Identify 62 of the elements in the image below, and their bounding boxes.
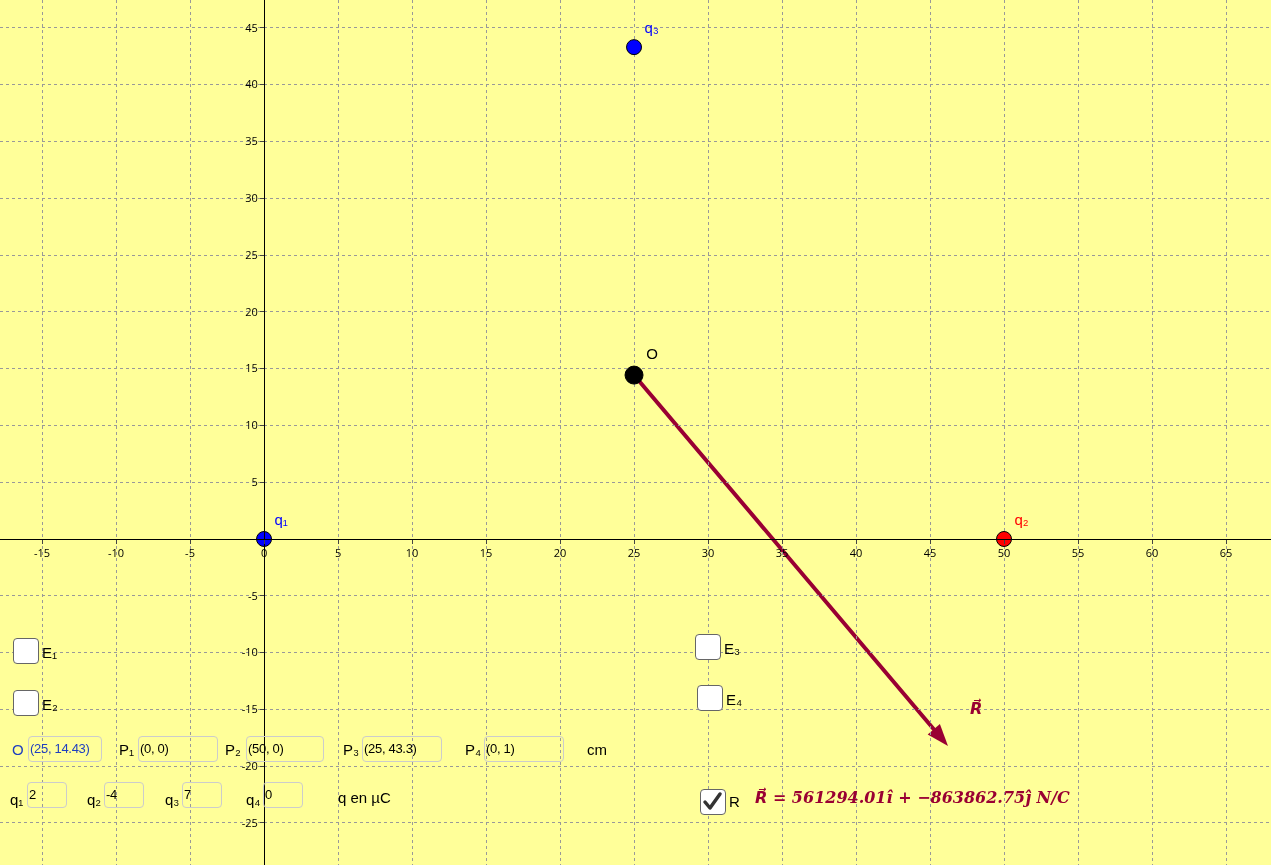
point [626, 39, 643, 56]
annotation: q₂ [87, 791, 102, 809]
x-tick-label: -15 [33, 545, 51, 561]
series-label: q₂ [1014, 510, 1029, 528]
annotation: R⃗ [970, 699, 983, 718]
y-tick-label: 10 [245, 417, 258, 433]
x-tick-label: 25 [627, 545, 641, 561]
input-field: 2 [27, 782, 67, 808]
y-tick-label: -15 [241, 701, 258, 717]
point [256, 530, 273, 547]
annotation: E₄ [726, 691, 743, 709]
x-tick-label: -10 [107, 545, 125, 561]
x-tick-label: 20 [553, 545, 567, 561]
y-tick-label: 40 [245, 76, 258, 92]
x-tick-label: 15 [479, 545, 493, 561]
input-field: (0, 1) [484, 736, 564, 762]
x-tick-label: 5 [334, 545, 342, 561]
annotation: E₃ [724, 640, 741, 658]
annotation: cm [587, 741, 607, 759]
input-field: (0, 0) [138, 736, 218, 762]
x-tick-label: 60 [1145, 545, 1159, 561]
series-label: O [646, 345, 658, 363]
y-tick-label: 20 [245, 303, 258, 319]
annotation: R [729, 793, 740, 811]
annotation: R⃗ = 561294.01î + −863862.75ĵ N/C [755, 788, 1070, 807]
y-tick-label: 30 [245, 190, 258, 206]
y-tick-label: -5 [247, 587, 258, 603]
annotation: q₁ [10, 791, 24, 809]
annotation: q₄ [246, 791, 261, 809]
annotation: E₂ [42, 696, 58, 714]
annotation: P₂ [225, 741, 241, 759]
annotation: P₃ [343, 741, 360, 759]
y-tick-label: 35 [245, 133, 258, 149]
x-tick-label: 55 [1071, 545, 1085, 561]
input-field: 7 [182, 782, 222, 808]
annotation: P₁ [119, 741, 135, 759]
x-tick-label: 65 [1219, 545, 1233, 561]
annotation: q₃ [165, 791, 180, 809]
input-field: (25, 43.3) [362, 736, 442, 762]
x-tick-label: 45 [923, 545, 937, 561]
y-tick-label: -25 [241, 814, 258, 830]
x-tick-label: 50 [997, 545, 1011, 561]
input-field: -4 [104, 782, 144, 808]
annotation: P₄ [465, 741, 482, 759]
input-field: (25, 14.43) [28, 736, 102, 762]
x-tick-label: 10 [405, 545, 419, 561]
y-tick-label: 25 [245, 246, 258, 262]
series-label: q₁ [274, 510, 288, 528]
point [996, 530, 1013, 547]
annotation: q en µC [338, 789, 391, 807]
input-field: 0 [263, 782, 303, 808]
annotation: E₁ [42, 644, 58, 662]
x-tick-label: -5 [185, 545, 195, 561]
x-tick-label: 30 [701, 545, 715, 561]
annotation: O [12, 741, 24, 759]
y-tick-label: 15 [245, 360, 258, 376]
y-tick-label: 5 [251, 474, 258, 490]
y-tick-label: -10 [241, 644, 258, 660]
x-tick-label: 40 [849, 545, 863, 561]
point [624, 365, 644, 385]
series-label: q₃ [644, 19, 659, 37]
y-tick-label: 45 [245, 19, 258, 35]
